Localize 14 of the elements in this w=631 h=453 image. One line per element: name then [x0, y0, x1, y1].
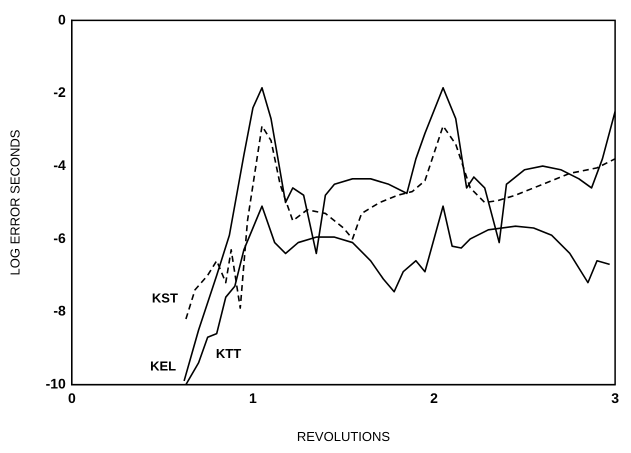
y-tick-label: -6 [53, 230, 66, 246]
y-tick-label: -8 [53, 302, 66, 319]
series-label: KST [152, 290, 178, 306]
series-label: KTT [216, 346, 242, 362]
y-tick-label: -2 [53, 84, 66, 100]
x-axis-title: REVOLUTIONS [296, 428, 390, 444]
x-tick-label: 2 [430, 390, 438, 406]
y-tick-label: -4 [53, 156, 66, 173]
x-tick-label: 1 [249, 390, 258, 406]
y-tick-label: 0 [58, 11, 66, 28]
x-tick-label: 3 [611, 390, 620, 406]
y-tick-label: -10 [46, 375, 66, 392]
series-label: KEL [150, 358, 176, 374]
y-axis-title: LOG ERROR SECONDS [7, 129, 22, 276]
